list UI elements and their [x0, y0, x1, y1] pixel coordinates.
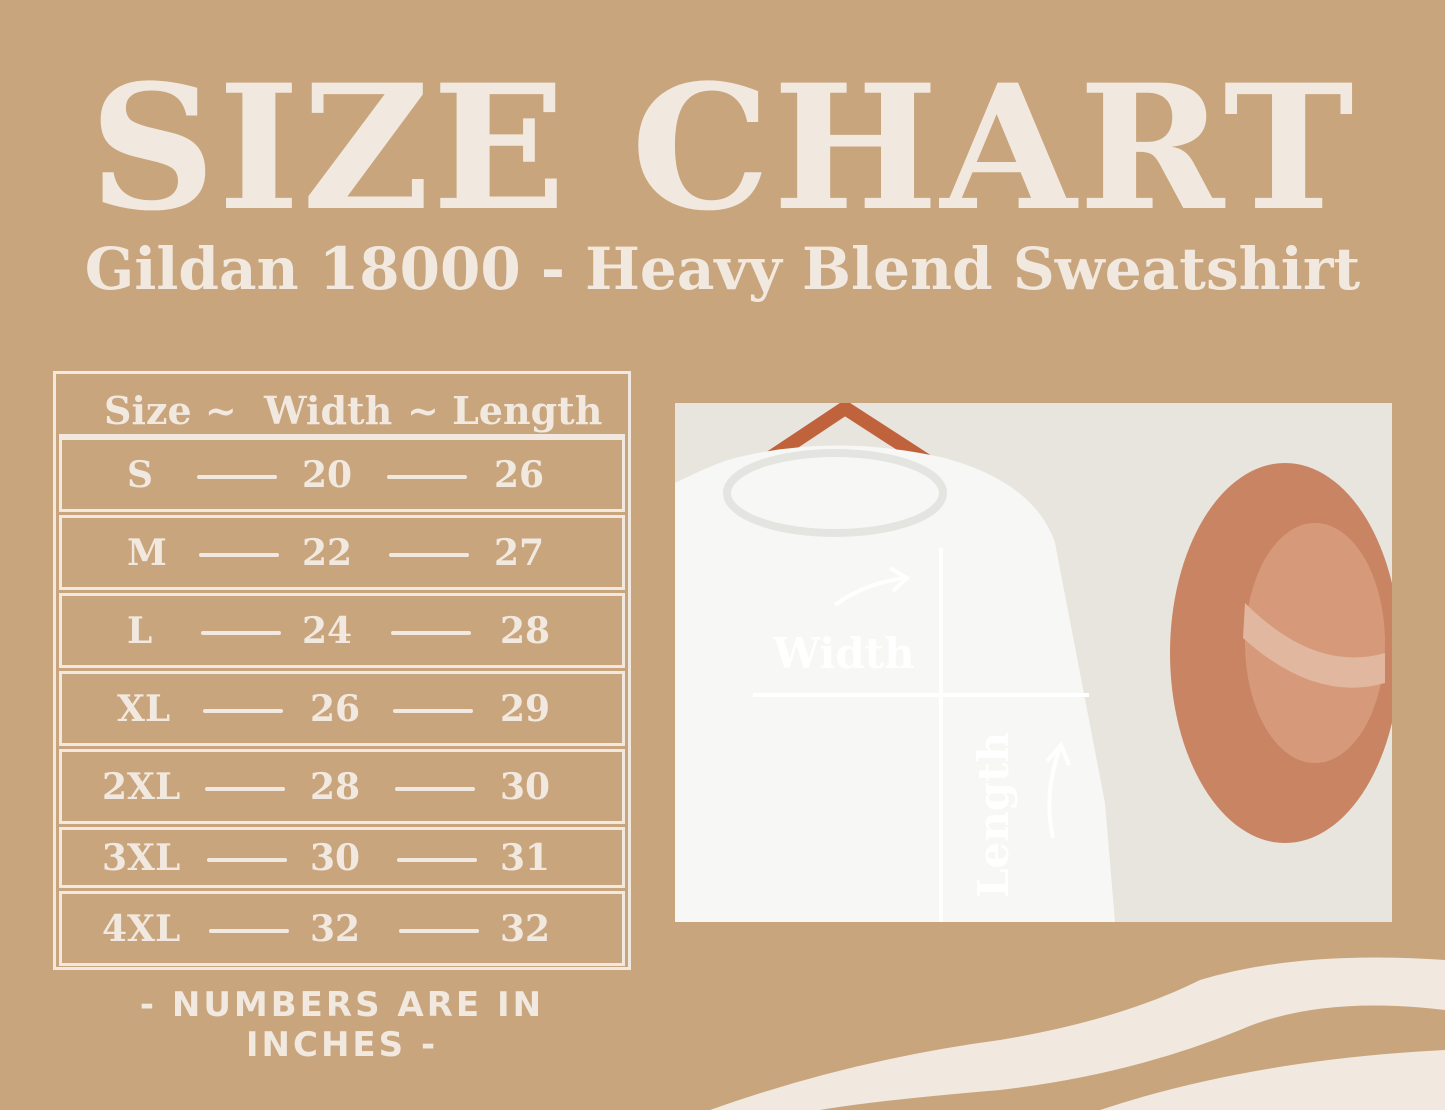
dash: [397, 857, 477, 862]
table-row: 4XL 32 32: [59, 891, 625, 966]
table-row: 2XL 28 30: [59, 749, 625, 824]
length-cell: 32: [500, 907, 551, 950]
length-cell: 31: [500, 836, 551, 879]
width-cell: 26: [310, 687, 361, 730]
table-row: M 22 27: [59, 515, 625, 590]
size-cell: L: [127, 609, 153, 652]
header-width: Width: [264, 388, 393, 433]
length-cell: 29: [500, 687, 551, 730]
table-row: 3XL 30 31: [59, 827, 625, 888]
dash: [207, 857, 287, 862]
header-length: ~ Length: [407, 388, 603, 433]
width-label: Width: [772, 629, 915, 678]
dash: [395, 786, 475, 791]
table-row: XL 26 29: [59, 671, 625, 746]
width-cell: 28: [310, 765, 361, 808]
size-cell: 4XL: [102, 907, 181, 950]
hat-icon: [1170, 463, 1392, 843]
dash: [389, 552, 469, 557]
units-note: - NUMBERS ARE IN INCHES -: [139, 985, 545, 1065]
size-cell: 2XL: [102, 765, 181, 808]
dash: [203, 708, 283, 713]
dash: [205, 786, 285, 791]
length-cell: 27: [494, 531, 545, 574]
dash: [197, 474, 277, 479]
dash: [199, 552, 279, 557]
length-cell: 26: [494, 453, 545, 496]
dash: [209, 928, 289, 933]
dash: [399, 928, 479, 933]
size-cell: 3XL: [102, 836, 181, 879]
length-cell: 28: [500, 609, 551, 652]
size-cell: S: [127, 453, 153, 496]
dash: [201, 630, 281, 635]
dash: [391, 630, 471, 635]
table-row: S 20 26: [59, 437, 625, 512]
length-cell: 30: [500, 765, 551, 808]
dash: [393, 708, 473, 713]
dash: [387, 474, 467, 479]
width-cell: 22: [302, 531, 353, 574]
length-label: Length: [969, 732, 1018, 898]
width-cell: 20: [302, 453, 353, 496]
decorative-swoosh: [710, 957, 1445, 1110]
sweatshirt-photo: Width Length: [675, 403, 1392, 922]
width-cell: 32: [310, 907, 361, 950]
header-size: Size ~: [104, 388, 237, 433]
table-header: Size ~ Width ~ Length: [59, 374, 625, 437]
width-cell: 30: [310, 836, 361, 879]
table-row: L 24 28: [59, 593, 625, 668]
width-cell: 24: [302, 609, 353, 652]
hanger-icon: [748, 403, 937, 475]
size-cell: XL: [117, 687, 171, 730]
page-subtitle: Gildan 18000 - Heavy Blend Sweatshirt: [84, 235, 1361, 303]
size-table: Size ~ Width ~ Length S 20 26 M 22 27 L 24…: [53, 371, 631, 970]
size-cell: M: [127, 531, 167, 574]
page-title: SIZE CHART: [89, 46, 1356, 249]
